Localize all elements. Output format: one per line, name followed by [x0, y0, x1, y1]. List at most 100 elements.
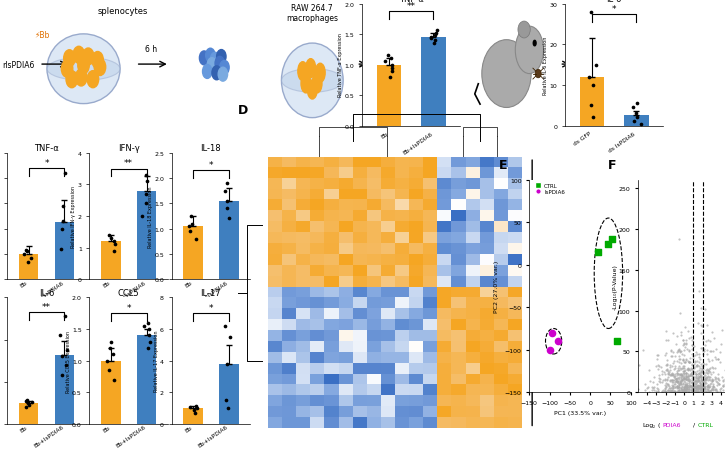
Point	[674, 372, 685, 379]
Point	[384, 74, 395, 81]
Point	[701, 373, 713, 381]
Point	[676, 371, 687, 378]
Point	[706, 378, 718, 385]
Point	[25, 254, 36, 262]
Point	[667, 360, 679, 367]
Point	[682, 367, 694, 374]
Point	[692, 377, 704, 384]
Point	[695, 386, 706, 393]
Point	[698, 384, 710, 391]
Point	[687, 380, 699, 387]
Point	[189, 410, 201, 417]
Point	[692, 388, 703, 396]
Point	[683, 383, 695, 391]
Point	[666, 387, 678, 394]
Point	[674, 349, 686, 356]
Point	[670, 376, 681, 383]
Point	[678, 387, 689, 395]
Point	[652, 355, 663, 363]
Point	[690, 387, 702, 395]
Point	[689, 365, 700, 372]
Bar	[101, 361, 120, 424]
Point	[687, 387, 699, 395]
Point	[703, 356, 714, 363]
Point	[668, 377, 679, 384]
Point	[680, 383, 692, 390]
Point	[712, 371, 724, 378]
Point	[687, 377, 698, 384]
Text: *: *	[612, 5, 616, 14]
Point	[696, 362, 708, 369]
Point	[666, 347, 677, 354]
Point	[665, 348, 676, 355]
Point	[697, 383, 708, 390]
Point	[719, 367, 725, 374]
Point	[674, 376, 685, 383]
Point	[647, 378, 659, 385]
Point	[704, 364, 716, 371]
Point	[663, 385, 675, 392]
Point	[635, 120, 647, 128]
Text: **: **	[124, 159, 133, 168]
Point	[671, 367, 683, 374]
Point	[697, 380, 709, 387]
Point	[697, 369, 708, 376]
Point	[695, 376, 707, 383]
Point	[662, 387, 674, 394]
Point	[102, 357, 113, 364]
Point	[703, 385, 714, 392]
Point	[684, 382, 695, 389]
Point	[722, 358, 725, 365]
Point	[695, 360, 707, 368]
Point	[686, 362, 697, 369]
Bar	[137, 191, 157, 280]
Point	[691, 383, 703, 390]
Point	[710, 387, 722, 395]
Point	[661, 381, 673, 388]
Point	[683, 376, 695, 383]
Point	[712, 389, 724, 396]
Point	[107, 351, 119, 358]
Point	[431, 28, 442, 35]
Title: IL-18: IL-18	[201, 143, 221, 152]
Point	[697, 377, 708, 384]
Point	[698, 385, 710, 392]
Circle shape	[215, 57, 225, 71]
Point	[61, 347, 72, 354]
Point	[663, 388, 675, 395]
Point	[22, 258, 34, 266]
Point	[667, 384, 679, 391]
Point	[700, 360, 711, 367]
Point	[665, 388, 676, 395]
Point	[663, 368, 675, 376]
Point	[709, 375, 721, 382]
Point	[683, 379, 695, 387]
Point	[109, 241, 120, 249]
Point	[669, 384, 681, 391]
Point	[708, 377, 719, 384]
Point	[676, 384, 688, 391]
Point	[668, 387, 679, 395]
Point	[673, 364, 684, 372]
Point	[683, 348, 695, 355]
Point	[20, 397, 32, 405]
Point	[707, 369, 718, 376]
Point	[676, 368, 688, 375]
Point	[687, 353, 699, 360]
Point	[695, 386, 707, 393]
Point	[671, 388, 682, 395]
Point	[703, 384, 714, 391]
Point	[631, 100, 642, 107]
Point	[677, 376, 689, 383]
Point	[680, 386, 692, 393]
Point	[667, 371, 679, 378]
Point	[662, 360, 674, 368]
Text: *: *	[44, 158, 49, 167]
Point	[675, 365, 687, 373]
Text: *: *	[209, 161, 213, 170]
Point	[56, 226, 67, 233]
Point	[696, 384, 708, 391]
Point	[426, 34, 437, 41]
Point	[676, 372, 687, 379]
Point	[685, 371, 697, 378]
